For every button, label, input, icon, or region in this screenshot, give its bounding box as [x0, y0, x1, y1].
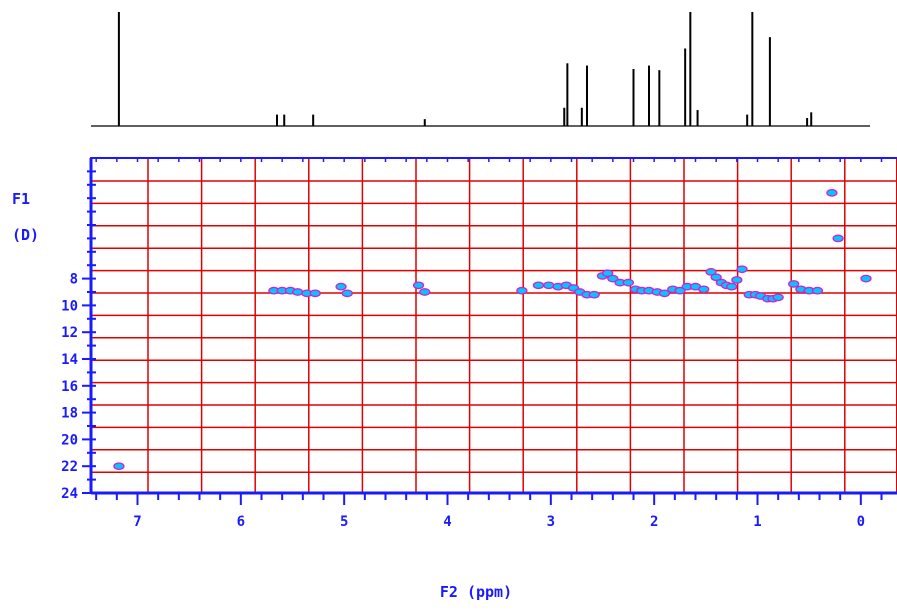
y-tick-label: 16	[61, 379, 78, 395]
y-tick-label: 10	[61, 298, 78, 314]
dosy-peak	[412, 281, 425, 290]
dosy-peak	[543, 281, 555, 290]
dosy-peak	[860, 274, 872, 283]
dosy-peak	[710, 273, 722, 282]
dosy-peak	[532, 281, 545, 290]
dosy-peak	[419, 288, 431, 296]
x-tick-label: 0	[857, 514, 865, 530]
dosy-peak	[607, 274, 619, 283]
y-tick-label: 12	[61, 325, 78, 341]
dosy-peak	[698, 285, 710, 294]
y-tick-label: 24	[61, 486, 78, 502]
dosy-peak	[826, 188, 838, 197]
x-tick-label: 4	[443, 514, 451, 530]
dosy-peak	[622, 278, 634, 287]
y-tick-label: 18	[61, 406, 78, 422]
x-tick-label: 3	[547, 514, 555, 530]
dosy-peak	[588, 290, 600, 299]
dosy-peak	[674, 286, 686, 295]
y-axis-label-unit: (D)	[12, 226, 39, 244]
y-tick-label: 14	[61, 352, 78, 368]
dosy-peak	[602, 269, 614, 278]
x-axis-label: F2 (ppm)	[440, 583, 512, 601]
dosy-peak	[736, 265, 748, 274]
dosy-peak	[788, 280, 800, 288]
dosy-peak	[309, 289, 321, 298]
dosy-peak	[705, 268, 717, 276]
dosy-peak	[658, 289, 671, 298]
y-axis-label-f1: F1	[12, 190, 30, 208]
projection-1d-spectrum	[91, 12, 870, 127]
x-tick-label: 1	[753, 514, 761, 530]
dosy-peak	[335, 282, 347, 291]
dosy-peak	[731, 276, 743, 284]
dosy-peak	[772, 293, 784, 302]
x-tick-label: 6	[237, 514, 245, 530]
dosy-peak	[726, 282, 738, 291]
dosy-peak	[292, 288, 304, 296]
dosy-peak	[811, 286, 824, 295]
dosy-peak	[341, 289, 353, 298]
dosy-peak	[832, 234, 844, 243]
dosy-peak	[113, 462, 125, 471]
y-tick-label: 22	[61, 459, 78, 475]
grid	[90, 157, 897, 494]
y-tick-label: 8	[70, 272, 78, 288]
dosy-peak	[516, 286, 528, 295]
y-tick-label: 20	[61, 432, 78, 448]
peak-series	[113, 188, 872, 471]
x-tick-label: 5	[340, 514, 348, 530]
x-tick-label: 2	[650, 514, 658, 530]
x-tick-label: 7	[133, 514, 141, 530]
plot-frame	[90, 157, 897, 494]
